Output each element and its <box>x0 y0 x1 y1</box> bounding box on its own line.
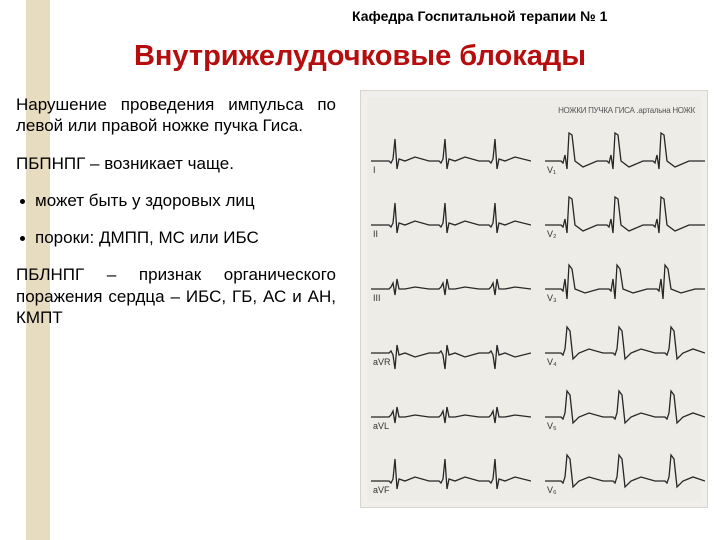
ecg-lead-label: V₄ <box>547 357 557 367</box>
ecg-lead-label: aVR <box>373 357 391 367</box>
ecg-figure: НОЖКИ ПУЧКА ГИСА .артальна НОЖК IIIIIIaV… <box>360 90 708 508</box>
ecg-trace <box>545 249 705 313</box>
ecg-trace <box>545 441 705 505</box>
ecg-lead-label: V₅ <box>547 421 557 431</box>
ecg-lead-row: aVF <box>371 441 531 505</box>
paragraph-intro: Нарушение проведения импульса по левой и… <box>16 94 336 137</box>
ecg-lead-label: I <box>373 165 376 175</box>
ecg-lead-row: II <box>371 185 531 249</box>
ecg-paper: НОЖКИ ПУЧКА ГИСА .артальна НОЖК IIIIIIaV… <box>367 97 701 501</box>
bullet-text: пороки: ДМПП, МС или ИБС <box>35 228 259 247</box>
ecg-lead-label: V₂ <box>547 229 557 239</box>
department-label: Кафедра Госпитальной терапии № 1 <box>352 8 712 26</box>
ecg-trace <box>371 121 531 185</box>
ecg-lead-label: II <box>373 229 378 239</box>
ecg-lead-row: I <box>371 121 531 185</box>
ecg-lead-row: V₃ <box>545 249 705 313</box>
ecg-trace <box>371 441 531 505</box>
ecg-lead-row: aVL <box>371 377 531 441</box>
ecg-header-strip: НОЖКИ ПУЧКА ГИСА .артальна НОЖК <box>373 101 695 119</box>
ecg-lead-row: V₂ <box>545 185 705 249</box>
ecg-trace <box>545 313 705 377</box>
bullet-defects: пороки: ДМПП, МС или ИБС <box>16 227 336 248</box>
ecg-trace <box>545 185 705 249</box>
ecg-lead-row: V₅ <box>545 377 705 441</box>
ecg-trace <box>371 249 531 313</box>
ecg-lead-row: III <box>371 249 531 313</box>
text-column: Нарушение проведения импульса по левой и… <box>16 94 336 344</box>
ecg-lead-row: V₆ <box>545 441 705 505</box>
ecg-lead-label: V₆ <box>547 485 557 495</box>
ecg-trace <box>371 313 531 377</box>
paragraph-pblpnpg: ПБЛНПГ – признак органического поражения… <box>16 264 336 328</box>
ecg-lead-label: III <box>373 293 381 303</box>
ecg-trace <box>545 377 705 441</box>
ecg-trace <box>371 185 531 249</box>
bullet-healthy: может быть у здоровых лиц <box>16 190 336 211</box>
paragraph-pbpnpg: ПБПНПГ – возникает чаще. <box>16 153 336 174</box>
ecg-lead-label: aVF <box>373 485 390 495</box>
bullet-text: может быть у здоровых лиц <box>35 191 255 210</box>
slide-title: Внутрижелудочковые блокады <box>0 40 720 73</box>
ecg-lead-row: aVR <box>371 313 531 377</box>
ecg-lead-label: V₃ <box>547 293 557 303</box>
ecg-lead-row: V₄ <box>545 313 705 377</box>
ecg-lead-row: V₁ <box>545 121 705 185</box>
ecg-lead-label: V₁ <box>547 165 556 175</box>
ecg-trace <box>371 377 531 441</box>
ecg-lead-label: aVL <box>373 421 389 431</box>
ecg-trace <box>545 121 705 185</box>
